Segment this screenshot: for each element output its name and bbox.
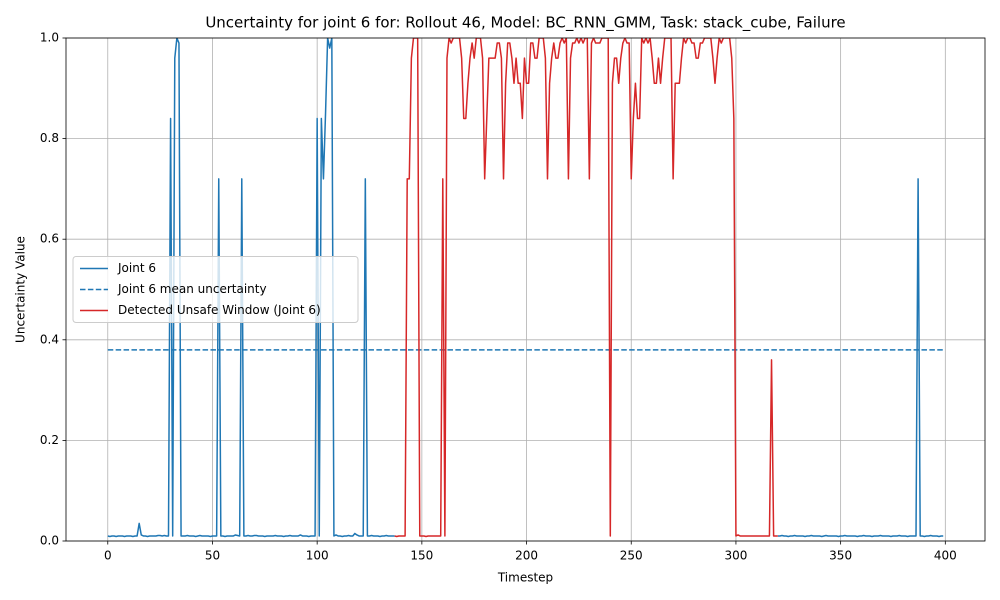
- axes-frame: [65, 37, 986, 542]
- plot-area: [107, 38, 944, 538]
- legend-box: [72, 256, 359, 323]
- x-axis-label: Timestep: [497, 571, 553, 585]
- y-tick-label: 0.2: [40, 433, 59, 447]
- x-tick-label: 100: [306, 549, 329, 563]
- x-tick-label: 350: [829, 549, 852, 563]
- legend-label: Joint 6 mean uncertainty: [117, 282, 267, 296]
- legend-label: Joint 6: [117, 261, 156, 275]
- chart-title: Uncertainty for joint 6 for: Rollout 46,…: [205, 14, 845, 33]
- legend-label: Detected Unsafe Window (Joint 6): [118, 303, 321, 317]
- x-tick-label: 0: [104, 549, 112, 563]
- y-tick-label: 0.0: [40, 534, 59, 548]
- y-tick-label: 0.6: [40, 232, 59, 246]
- legend: Joint 6 Joint 6 mean uncertainty Detected …: [72, 256, 359, 323]
- y-tick-label: 1.0: [40, 31, 59, 45]
- series-line: [394, 38, 778, 538]
- x-tick-label: 300: [724, 549, 747, 563]
- x-tick-label: 250: [620, 549, 643, 563]
- series-line: [107, 38, 944, 538]
- x-tick-label: 400: [934, 549, 957, 563]
- y-tick-label: 0.8: [40, 131, 59, 145]
- x-tick-label: 150: [410, 549, 433, 563]
- y-axis-label: Uncertainty Value: [14, 236, 28, 343]
- y-tick-label: 0.4: [40, 332, 59, 346]
- x-tick-label: 50: [205, 549, 220, 563]
- x-tick-label: 200: [515, 549, 538, 563]
